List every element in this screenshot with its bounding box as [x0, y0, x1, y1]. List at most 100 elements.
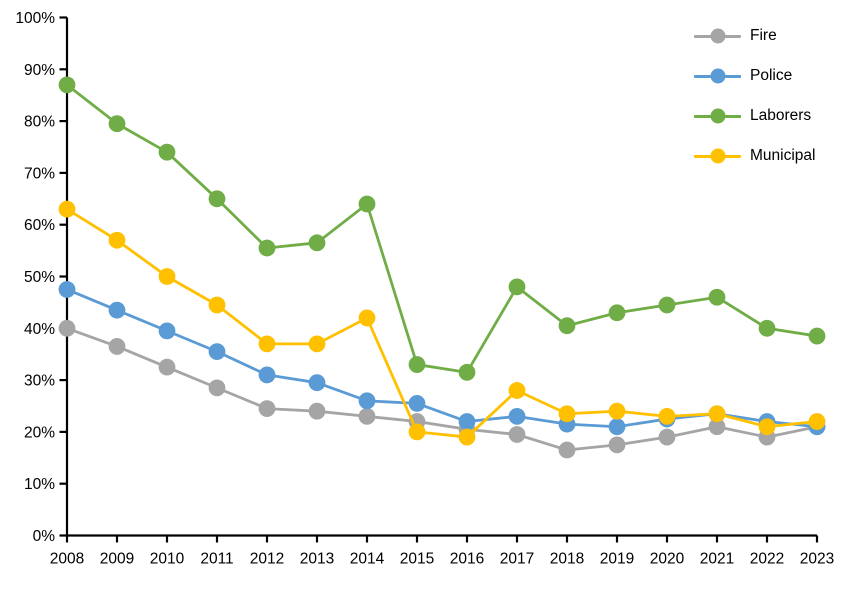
data-point-laborers-2020[interactable]: [658, 296, 676, 314]
data-point-municipal-2016[interactable]: [458, 428, 476, 446]
data-point-laborers-2019[interactable]: [608, 304, 626, 322]
y-axis-label: 0%: [33, 528, 56, 545]
data-point-municipal-2008[interactable]: [58, 200, 76, 218]
x-axis-label: 2021: [700, 551, 734, 568]
data-point-police-2013[interactable]: [308, 374, 326, 392]
y-axis-label: 10%: [24, 476, 55, 493]
series-line-municipal: [65, 207, 819, 439]
data-point-municipal-2021[interactable]: [708, 405, 726, 423]
x-axis-label: 2020: [650, 551, 685, 568]
legend-item-municipal[interactable]: Municipal: [694, 136, 815, 176]
data-point-municipal-2011[interactable]: [208, 296, 226, 314]
x-axis-label: 2019: [600, 551, 634, 568]
legend-item-police[interactable]: Police: [694, 56, 815, 96]
data-point-municipal-2015[interactable]: [408, 423, 426, 441]
series-line-laborers: [65, 83, 819, 374]
legend-item-fire[interactable]: Fire: [694, 16, 815, 56]
y-axis-label: 60%: [24, 217, 55, 234]
legend-label-fire: Fire: [750, 27, 777, 45]
x-axis-label: 2014: [350, 551, 385, 568]
data-point-municipal-2010[interactable]: [158, 268, 176, 285]
data-point-police-2012[interactable]: [258, 366, 276, 384]
data-point-laborers-2008[interactable]: [58, 76, 76, 94]
data-point-laborers-2013[interactable]: [308, 234, 326, 252]
x-axis-label: 2011: [200, 551, 233, 568]
data-point-police-2014[interactable]: [358, 392, 376, 410]
data-point-fire-2019[interactable]: [608, 436, 626, 454]
y-axis-label: 90%: [24, 62, 55, 79]
data-point-laborers-2009[interactable]: [108, 115, 126, 133]
legend-item-laborers[interactable]: Laborers: [694, 96, 815, 136]
data-point-laborers-2022[interactable]: [758, 319, 776, 337]
police-series-marker-icon: [694, 68, 741, 84]
data-point-fire-2009[interactable]: [108, 338, 126, 355]
data-point-fire-2017[interactable]: [508, 426, 526, 443]
data-point-municipal-2018[interactable]: [558, 405, 576, 423]
data-point-laborers-2010[interactable]: [158, 143, 176, 161]
fire-series-marker-icon: [694, 28, 741, 44]
laborers-series-dot-icon: [710, 108, 725, 124]
x-axis-label: 2012: [250, 551, 284, 568]
y-axis-label: 20%: [24, 424, 55, 441]
data-point-municipal-2014[interactable]: [358, 309, 376, 327]
data-point-laborers-2023[interactable]: [808, 327, 826, 345]
municipal-series-marker-icon: [694, 148, 741, 164]
data-point-municipal-2017[interactable]: [508, 382, 526, 399]
data-point-fire-2012[interactable]: [258, 400, 276, 417]
data-point-laborers-2015[interactable]: [408, 356, 426, 373]
data-point-municipal-2013[interactable]: [308, 335, 326, 353]
x-axis-label: 2008: [50, 551, 84, 568]
x-axis-label: 2009: [100, 551, 134, 568]
series-line-fire: [65, 326, 819, 452]
x-axis-label: 2016: [450, 551, 484, 568]
data-point-police-2015[interactable]: [408, 395, 426, 412]
data-point-municipal-2009[interactable]: [108, 231, 126, 249]
data-point-fire-2008[interactable]: [58, 319, 76, 337]
y-axis-label: 50%: [24, 269, 55, 286]
y-axis-label: 100%: [15, 10, 55, 27]
data-point-laborers-2014[interactable]: [358, 195, 376, 213]
data-point-laborers-2017[interactable]: [508, 278, 526, 296]
data-point-police-2017[interactable]: [508, 407, 526, 425]
data-point-municipal-2023[interactable]: [808, 413, 826, 430]
data-point-police-2010[interactable]: [158, 322, 176, 340]
y-axis-label: 70%: [24, 165, 55, 182]
x-axis-label: 2013: [300, 551, 334, 568]
y-axis-label: 80%: [24, 114, 55, 131]
data-point-municipal-2020[interactable]: [658, 407, 676, 425]
laborers-series-marker-icon: [694, 108, 741, 124]
data-point-fire-2021[interactable]: [708, 418, 726, 436]
x-axis-label: 2018: [550, 551, 584, 568]
data-point-municipal-2019[interactable]: [608, 402, 626, 420]
data-point-laborers-2021[interactable]: [708, 288, 726, 306]
data-point-municipal-2022[interactable]: [758, 418, 776, 436]
x-axis-label: 2010: [150, 551, 185, 568]
municipal-series-dot-icon: [710, 148, 725, 164]
x-axis-label: 2017: [500, 551, 534, 568]
chart-legend: Fire Police Laborers Municipal: [694, 16, 815, 176]
data-point-laborers-2011[interactable]: [208, 190, 226, 208]
data-point-fire-2020[interactable]: [658, 428, 676, 446]
data-point-municipal-2012[interactable]: [258, 335, 276, 353]
data-point-fire-2013[interactable]: [308, 402, 326, 420]
series-line-police: [65, 288, 819, 429]
data-point-laborers-2012[interactable]: [258, 239, 276, 257]
police-series-dot-icon: [710, 68, 725, 84]
legend-label-police: Police: [750, 67, 793, 85]
data-point-police-2009[interactable]: [108, 301, 126, 319]
data-point-police-2019[interactable]: [608, 418, 626, 436]
fire-series-dot-icon: [710, 28, 725, 44]
data-point-police-2016[interactable]: [458, 413, 476, 430]
data-point-fire-2010[interactable]: [158, 358, 176, 376]
data-point-fire-2014[interactable]: [358, 407, 376, 425]
data-point-fire-2018[interactable]: [558, 441, 576, 459]
data-point-laborers-2016[interactable]: [458, 363, 476, 381]
legend-label-laborers: Laborers: [750, 107, 812, 125]
data-point-fire-2011[interactable]: [208, 379, 226, 397]
data-point-laborers-2018[interactable]: [558, 317, 576, 335]
data-point-police-2008[interactable]: [58, 281, 76, 298]
x-axis-label: 2022: [750, 551, 784, 568]
data-point-police-2011[interactable]: [208, 343, 226, 361]
